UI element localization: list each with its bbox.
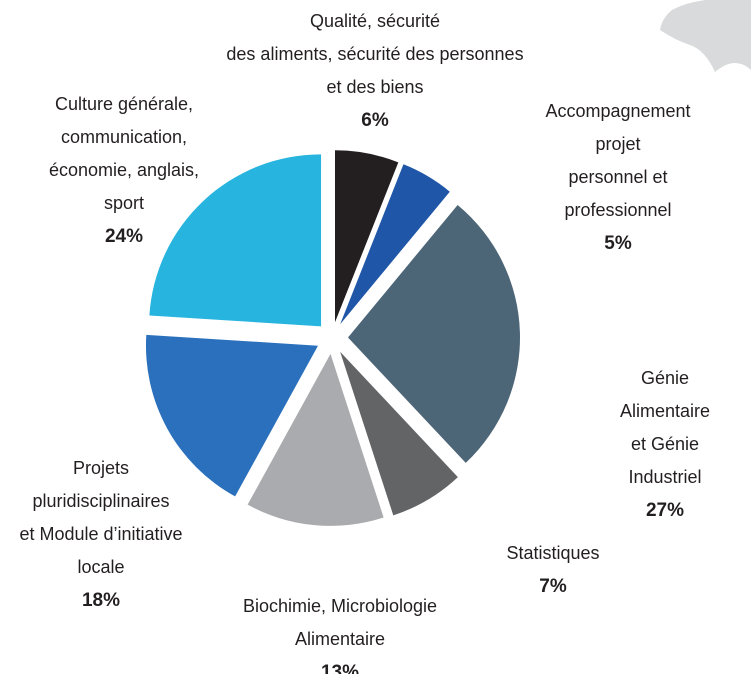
- value-label: 5%: [545, 227, 690, 260]
- value-label: 27%: [620, 494, 710, 527]
- category-label: Biochimie, Microbiologie Alimentaire: [243, 590, 437, 656]
- slice-label: Culture générale, communication, économi…: [49, 88, 199, 253]
- category-label: Génie Alimentaire et Génie Industriel: [620, 362, 710, 494]
- category-label: Culture générale, communication, économi…: [49, 88, 199, 220]
- value-label: 18%: [19, 584, 182, 617]
- value-label: 7%: [506, 570, 599, 603]
- value-label: 13%: [243, 656, 437, 674]
- slice-label: Qualité, sécurité des aliments, sécurité…: [226, 5, 523, 137]
- slice-label: Accompagnement projet personnel et profe…: [545, 95, 690, 260]
- chart: Qualité, sécurité des aliments, sécurité…: [0, 0, 751, 674]
- category-label: Qualité, sécurité des aliments, sécurité…: [226, 5, 523, 104]
- category-label: Accompagnement projet personnel et profe…: [545, 95, 690, 227]
- category-label: Projets pluridisciplinaires et Module d’…: [19, 452, 182, 584]
- value-label: 24%: [49, 220, 199, 253]
- decoration: [660, 0, 751, 72]
- slice-label: Projets pluridisciplinaires et Module d’…: [19, 452, 182, 617]
- value-label: 6%: [226, 104, 523, 137]
- category-label: Statistiques: [506, 537, 599, 570]
